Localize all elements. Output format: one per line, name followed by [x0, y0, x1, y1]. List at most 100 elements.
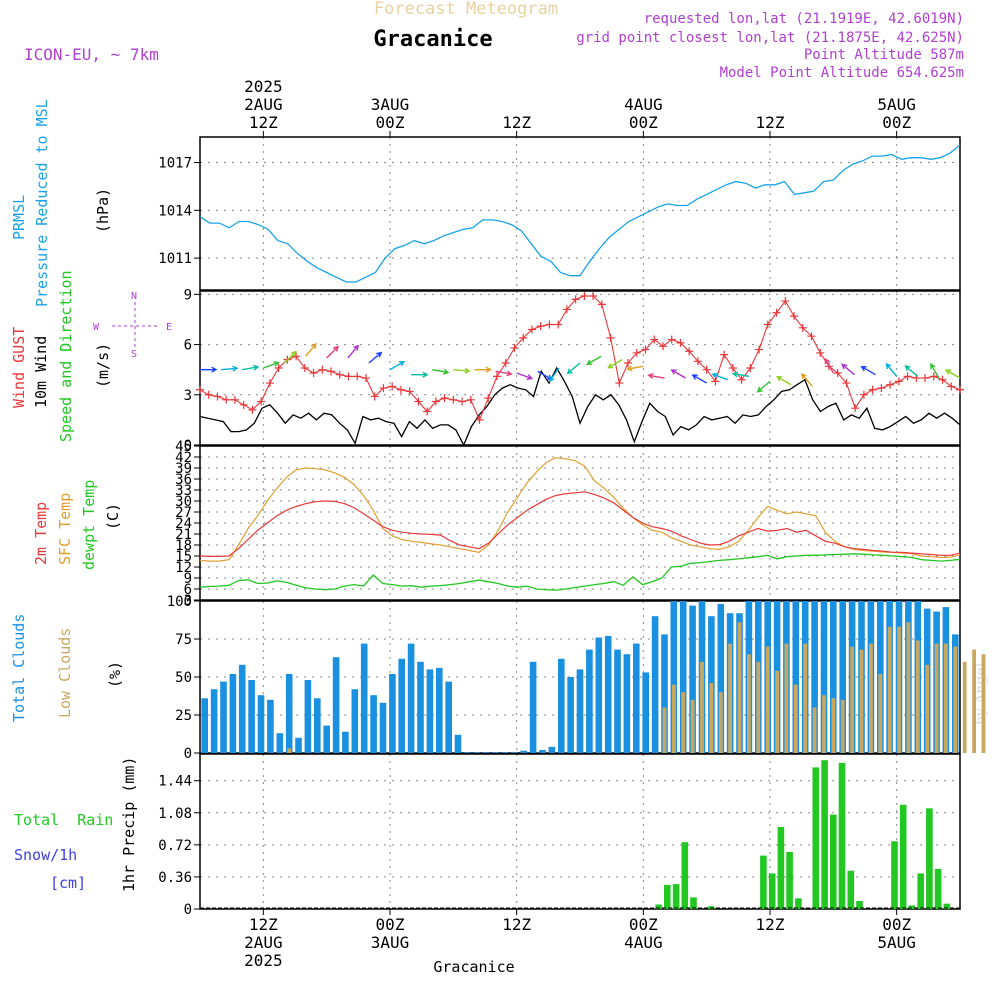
gust-marker: [589, 292, 598, 301]
low-cloud-bar: [878, 674, 883, 753]
gust-marker: [248, 405, 257, 414]
total-cloud-bar: [511, 752, 518, 753]
gust-marker: [510, 343, 519, 352]
footer-location: Gracanice: [433, 958, 514, 976]
temperature-tick-label: 39: [175, 461, 192, 477]
total-cloud-label: Total Clouds: [10, 614, 28, 722]
gust-marker: [938, 375, 947, 384]
gust-marker: [580, 292, 589, 301]
gust-marker: [414, 397, 423, 406]
bottom-time-label: 2025: [244, 951, 283, 970]
wind-direction-arrow: [495, 370, 513, 377]
gust-marker: [685, 347, 694, 356]
requested-coords: requested lon,lat (21.1919E, 42.6019N): [644, 11, 964, 27]
pressure-tick-label: 1017: [158, 156, 192, 172]
temperature-tick-label: 45: [175, 439, 192, 455]
gust-marker: [641, 345, 650, 354]
bottom-time-label: 12Z: [249, 915, 278, 934]
top-time-label: 12Z: [249, 113, 278, 132]
gust-marker: [790, 312, 799, 321]
wind-direction-arrow: [411, 371, 429, 378]
wind-label: 10m Wind: [32, 336, 50, 408]
wind-direction-arrow: [221, 365, 239, 372]
gust-marker: [458, 397, 467, 406]
snow-unit: [cm]: [50, 874, 86, 892]
top-time-label: 00Z: [882, 113, 911, 132]
gust-marker: [650, 335, 659, 344]
gust-marker: [720, 350, 729, 359]
temperature-tick-label: 9: [184, 571, 192, 587]
temperature-tick-label: 15: [175, 549, 192, 565]
gust-marker: [493, 372, 502, 381]
low-cloud-bar: [897, 626, 901, 753]
gust-marker: [327, 367, 336, 376]
wind-direction-arrow: [453, 367, 471, 374]
low-cloud-bar: [700, 661, 704, 753]
total-cloud-bar: [229, 674, 237, 753]
chart-title: Forecast Meteogram: [374, 0, 558, 19]
low-cloud-bar: [709, 683, 714, 753]
gust-marker: [423, 407, 432, 416]
bottom-time-label: 12Z: [756, 915, 785, 934]
gust-marker: [597, 300, 606, 309]
gust-marker: [388, 382, 397, 391]
temperature-tick-label: 21: [175, 527, 192, 543]
rain-bar: [664, 884, 671, 909]
gust-marker: [309, 369, 318, 378]
total-cloud-bar: [323, 725, 330, 753]
clouds-tick-label: 75: [175, 632, 192, 648]
low-cloud-bar: [756, 661, 761, 753]
gust-marker: [405, 387, 414, 396]
clouds-tick-label: 0: [184, 746, 192, 762]
low-cloud-bar: [831, 698, 836, 753]
top-time-label: 00Z: [629, 113, 658, 132]
total-cloud-bar: [426, 669, 434, 753]
gust-marker: [519, 333, 528, 342]
wind-unit: (m/s): [94, 343, 112, 388]
wind-direction-arrow: [904, 365, 919, 377]
gust-marker: [562, 305, 571, 314]
low-cloud-bar: [859, 649, 864, 753]
wind-direction-arrow: [516, 372, 534, 380]
bottom-time-label: 4AUG: [624, 933, 663, 952]
rain-bar: [812, 767, 820, 909]
cloud-labels: Total Clouds Low Clouds (%): [10, 614, 124, 722]
top-time-label: 12Z: [502, 113, 531, 132]
rain-bar: [917, 873, 924, 909]
gust-marker: [816, 348, 825, 357]
gust-marker: [361, 374, 370, 383]
bottom-time-label: 12Z: [502, 915, 531, 934]
gust-marker: [894, 377, 903, 386]
total-cloud-bar: [276, 733, 284, 753]
low-cloud-bar: [803, 643, 808, 753]
total-cloud-bar: [238, 664, 246, 753]
gust-marker: [624, 358, 633, 367]
gust-marker: [807, 332, 816, 341]
wind-direction-arrow: [242, 364, 260, 371]
temperature-tick-label: 27: [175, 505, 192, 521]
total-cloud-bar: [389, 674, 396, 753]
compass-n: N: [131, 291, 137, 302]
total-cloud-bar: [811, 601, 818, 753]
wind-direction-arrow: [944, 369, 961, 379]
rain-bar: [943, 903, 951, 909]
rain-bar: [908, 905, 916, 909]
low-cloud-bar: [775, 670, 779, 753]
wind-tick-label: 6: [184, 338, 192, 354]
wind-direction-arrow: [305, 342, 317, 357]
sfc-label: SFC Temp: [56, 493, 74, 565]
rain-bar: [891, 841, 898, 909]
low-cloud-bar: [962, 661, 967, 753]
total-cloud-bar: [623, 654, 631, 753]
precip-name: 1hr Precip (mm): [120, 757, 138, 892]
wind-speed-line: [199, 366, 961, 447]
gust-marker: [475, 415, 484, 424]
precipitation-tick-label: 0.72: [158, 838, 192, 854]
temp-unit: (C): [104, 503, 122, 530]
wind-labels: Wind GUST 10m Wind Speed and Direction (…: [10, 270, 172, 442]
dewpoint-line: [199, 553, 961, 591]
wind-direction-arrow: [626, 365, 644, 372]
gust-marker: [353, 372, 362, 381]
wind-direction-arrow: [263, 361, 280, 369]
gust-marker: [196, 385, 204, 394]
